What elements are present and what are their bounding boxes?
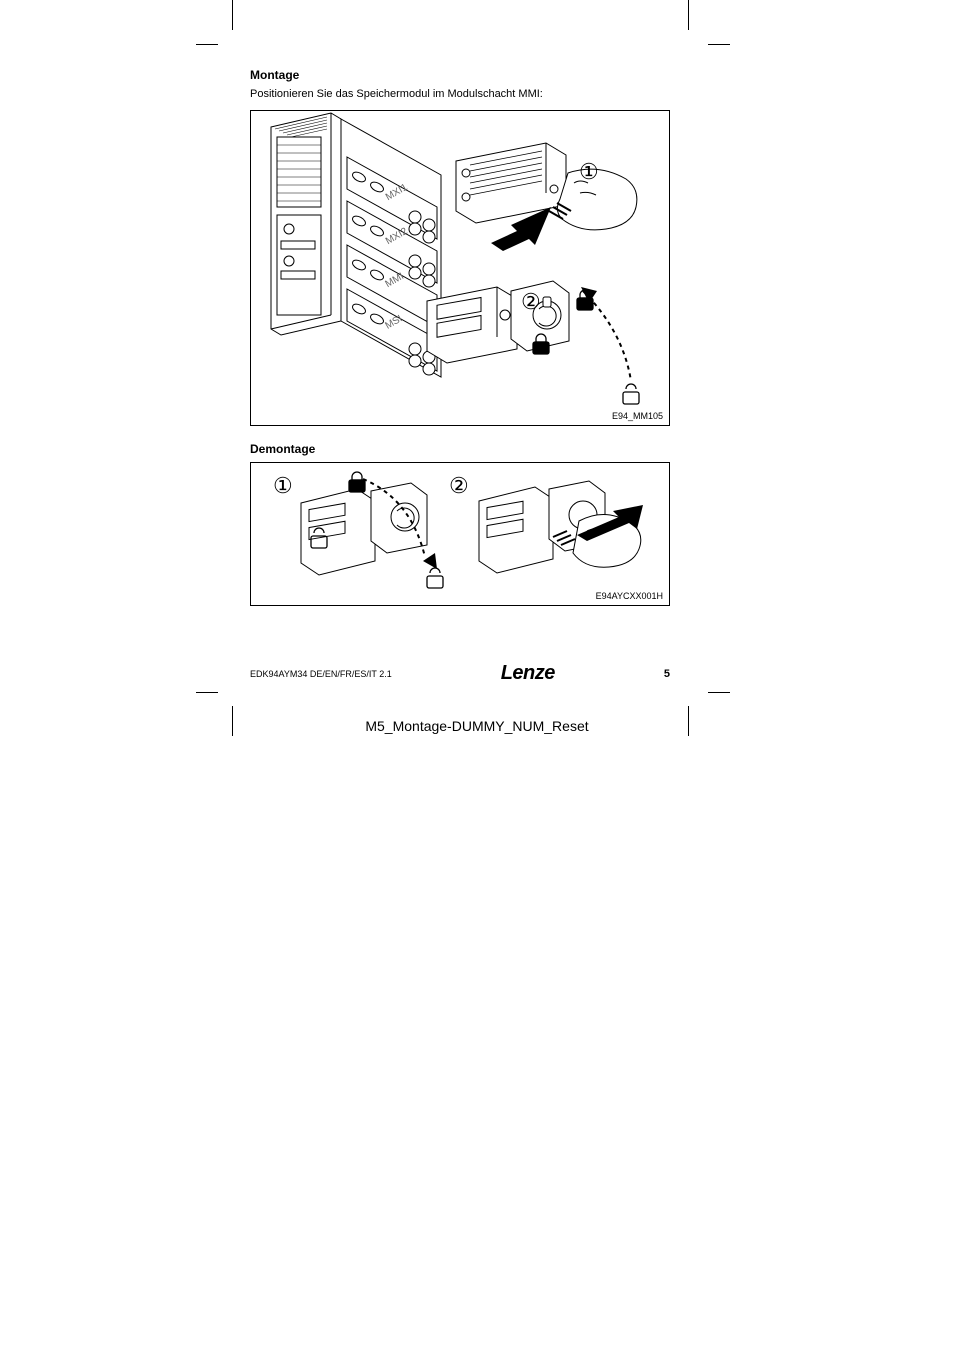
crop-mark <box>196 692 218 693</box>
doc-code: EDK94AYM34 DE/EN/FR/ES/IT 2.1 <box>250 669 392 679</box>
figure2-caption: E94AYCXX001H <box>596 591 663 601</box>
montage-instruction: Positionieren Sie das Speichermodul im M… <box>250 88 670 100</box>
crop-mark <box>232 0 233 30</box>
page-footer: EDK94AYM34 DE/EN/FR/ES/IT 2.1 Lenze 5 <box>250 662 670 685</box>
demontage-heading: Demontage <box>250 442 670 456</box>
crop-mark <box>708 692 730 693</box>
crop-mark <box>688 0 689 30</box>
step-marker-1: ① <box>579 159 599 185</box>
brand-logo: Lenze <box>501 662 555 685</box>
page-content: Montage Positionieren Sie das Speichermo… <box>250 68 670 622</box>
crop-mark <box>708 44 730 45</box>
figure-montage: ① ② MXI1 MXI2 MMI MSI E94_MM105 <box>250 110 670 426</box>
step-marker-1: ① <box>273 473 293 499</box>
page-number: 5 <box>664 668 670 680</box>
step-marker-2: ② <box>449 473 469 499</box>
bottom-caption: M5_Montage-DUMMY_NUM_Reset <box>0 718 954 734</box>
montage-diagram <box>251 111 669 425</box>
crop-mark <box>196 44 218 45</box>
step-marker-2: ② <box>521 289 541 315</box>
figure-demontage: ① ② E94AYCXX001H <box>250 462 670 606</box>
figure1-caption: E94_MM105 <box>612 411 663 421</box>
montage-heading: Montage <box>250 68 670 82</box>
